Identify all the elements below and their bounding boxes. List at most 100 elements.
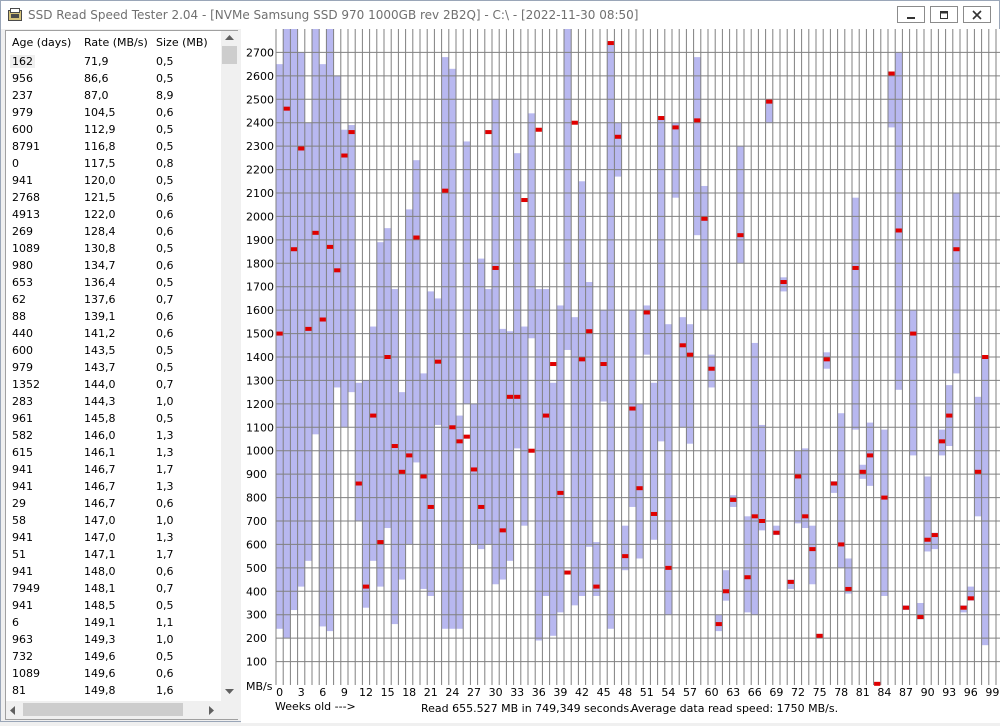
y-tick-label: 1500: [246, 328, 274, 341]
rate-cell: 143,5: [84, 344, 116, 357]
close-button[interactable]: [963, 6, 991, 23]
x-tick-label: 99: [985, 686, 999, 699]
age-cell: 29: [12, 497, 26, 510]
median-marker: [312, 230, 319, 235]
list-item[interactable]: 440 141,2 0,6: [6, 325, 221, 342]
rate-cell: 121,5: [84, 191, 116, 204]
rate-cell: 149,3: [84, 633, 116, 646]
list-item[interactable]: 0 117,5 0,8: [6, 155, 221, 172]
list-item[interactable]: 979 143,7 0,5: [6, 359, 221, 376]
list-item[interactable]: 8791 116,8 0,5: [6, 138, 221, 155]
scroll-left-icon[interactable]: [10, 706, 16, 715]
list-item[interactable]: 941 148,5 0,5: [6, 597, 221, 614]
list-item[interactable]: 961 145,8 0,5: [6, 410, 221, 427]
list-item[interactable]: 1352 144,0 0,7: [6, 376, 221, 393]
age-cell: 615: [12, 446, 33, 459]
age-cell: 1089: [12, 242, 40, 255]
title-bar[interactable]: SSD Read Speed Tester 2.04 - [NVMe Samsu…: [1, 1, 999, 29]
list-item[interactable]: 600 143,5 0,5: [6, 342, 221, 359]
median-marker: [622, 554, 629, 559]
list-item[interactable]: 615 146,1 1,3: [6, 444, 221, 461]
range-bar: [787, 579, 795, 589]
rate-cell: 71,9: [84, 55, 109, 68]
rate-cell: 147,1: [84, 548, 116, 561]
list-item[interactable]: 2768 121,5 0,6: [6, 189, 221, 206]
size-cell: 0,5: [156, 361, 174, 374]
list-item[interactable]: 941 148,0 0,6: [6, 563, 221, 580]
horizontal-scrollbar[interactable]: [6, 701, 238, 719]
column-header-rate[interactable]: Rate (MB/s): [84, 36, 148, 49]
list-item[interactable]: 237 87,0 8,9: [6, 87, 221, 104]
list-item[interactable]: 941 147,0 1,3: [6, 529, 221, 546]
median-marker: [794, 474, 802, 479]
list-item[interactable]: 732 149,6 0,5: [6, 648, 221, 665]
vertical-scroll-thumb[interactable]: [222, 46, 237, 64]
column-header-size[interactable]: Size (MB): [156, 36, 208, 49]
range-bar: [924, 476, 932, 552]
median-marker: [910, 331, 917, 336]
minimize-button[interactable]: [897, 6, 925, 23]
range-bar: [780, 277, 788, 292]
list-item[interactable]: 7949 148,1 0,7: [6, 580, 221, 597]
range-bar: [506, 331, 514, 561]
list-item[interactable]: 81 149,8 1,6: [6, 682, 221, 699]
age-cell: 941: [12, 599, 33, 612]
median-marker: [442, 188, 449, 193]
median-marker: [737, 233, 744, 238]
age-cell: 1089: [12, 667, 40, 680]
list-item[interactable]: 29 146,7 0,6: [6, 495, 221, 512]
median-marker: [283, 106, 290, 111]
size-cell: 0,6: [156, 310, 174, 323]
list-item[interactable]: 283 144,3 1,0: [6, 393, 221, 410]
scroll-down-icon[interactable]: [225, 689, 234, 695]
file-list-panel: Age (days) Rate (MB/s) Size (MB) 162 71,9…: [5, 30, 238, 720]
list-item[interactable]: 963 149,3 1,0: [6, 631, 221, 648]
list-item[interactable]: 941 120,0 0,5: [6, 172, 221, 189]
list-item[interactable]: 62 137,6 0,7: [6, 291, 221, 308]
median-marker: [521, 198, 528, 203]
list-item[interactable]: 269 128,4 0,6: [6, 223, 221, 240]
column-header-age[interactable]: Age (days): [12, 36, 72, 49]
list-item[interactable]: 162 71,9 0,5: [6, 53, 221, 70]
list-item[interactable]: 88 139,1 0,6: [6, 308, 221, 325]
rate-cell: 120,0: [84, 174, 116, 187]
vertical-scrollbar[interactable]: [221, 31, 238, 701]
size-cell: 1,3: [156, 531, 174, 544]
range-bar: [405, 209, 413, 545]
list-item[interactable]: 4913 122,0 0,6: [6, 206, 221, 223]
median-marker: [715, 622, 722, 627]
median-marker: [341, 153, 348, 158]
list-item[interactable]: 58 147,0 1,0: [6, 512, 221, 529]
list-item[interactable]: 653 136,4 0,5: [6, 274, 221, 291]
list-item[interactable]: 941 146,7 1,7: [6, 461, 221, 478]
list-item[interactable]: 6 149,1 1,1: [6, 614, 221, 631]
list-item[interactable]: 600 112,9 0,5: [6, 121, 221, 138]
range-bar: [578, 181, 586, 596]
scroll-right-icon[interactable]: [209, 706, 215, 715]
y-tick-label: 2400: [246, 117, 274, 130]
size-cell: 0,6: [156, 191, 174, 204]
list-item[interactable]: 1089 130,8 0,5: [6, 240, 221, 257]
file-list[interactable]: 162 71,9 0,5 956 86,6 0,5 237 87,0 8,9 979 104,5 0,…: [6, 53, 221, 701]
size-cell: 0,7: [156, 378, 174, 391]
scroll-up-icon[interactable]: [225, 35, 234, 41]
x-tick-label: 21: [424, 686, 438, 699]
list-item[interactable]: 980 134,7 0,6: [6, 257, 221, 274]
list-item[interactable]: 582 146,0 1,3: [6, 427, 221, 444]
restore-button[interactable]: [930, 6, 958, 23]
median-marker: [888, 71, 895, 76]
median-marker: [384, 355, 391, 359]
age-cell: 941: [12, 463, 33, 476]
list-item[interactable]: 51 147,1 1,7: [6, 546, 221, 563]
horizontal-scroll-thumb[interactable]: [23, 703, 183, 716]
list-item[interactable]: 956 86,6 0,5: [6, 70, 221, 87]
median-marker: [730, 497, 737, 502]
size-cell: 0,5: [156, 242, 174, 255]
median-marker: [629, 406, 636, 411]
list-item[interactable]: 1089 149,6 0,6: [6, 665, 221, 682]
age-cell: 732: [12, 650, 33, 663]
median-marker: [406, 453, 413, 458]
age-cell: 269: [12, 225, 33, 238]
list-item[interactable]: 979 104,5 0,6: [6, 104, 221, 121]
list-item[interactable]: 941 146,7 1,3: [6, 478, 221, 495]
